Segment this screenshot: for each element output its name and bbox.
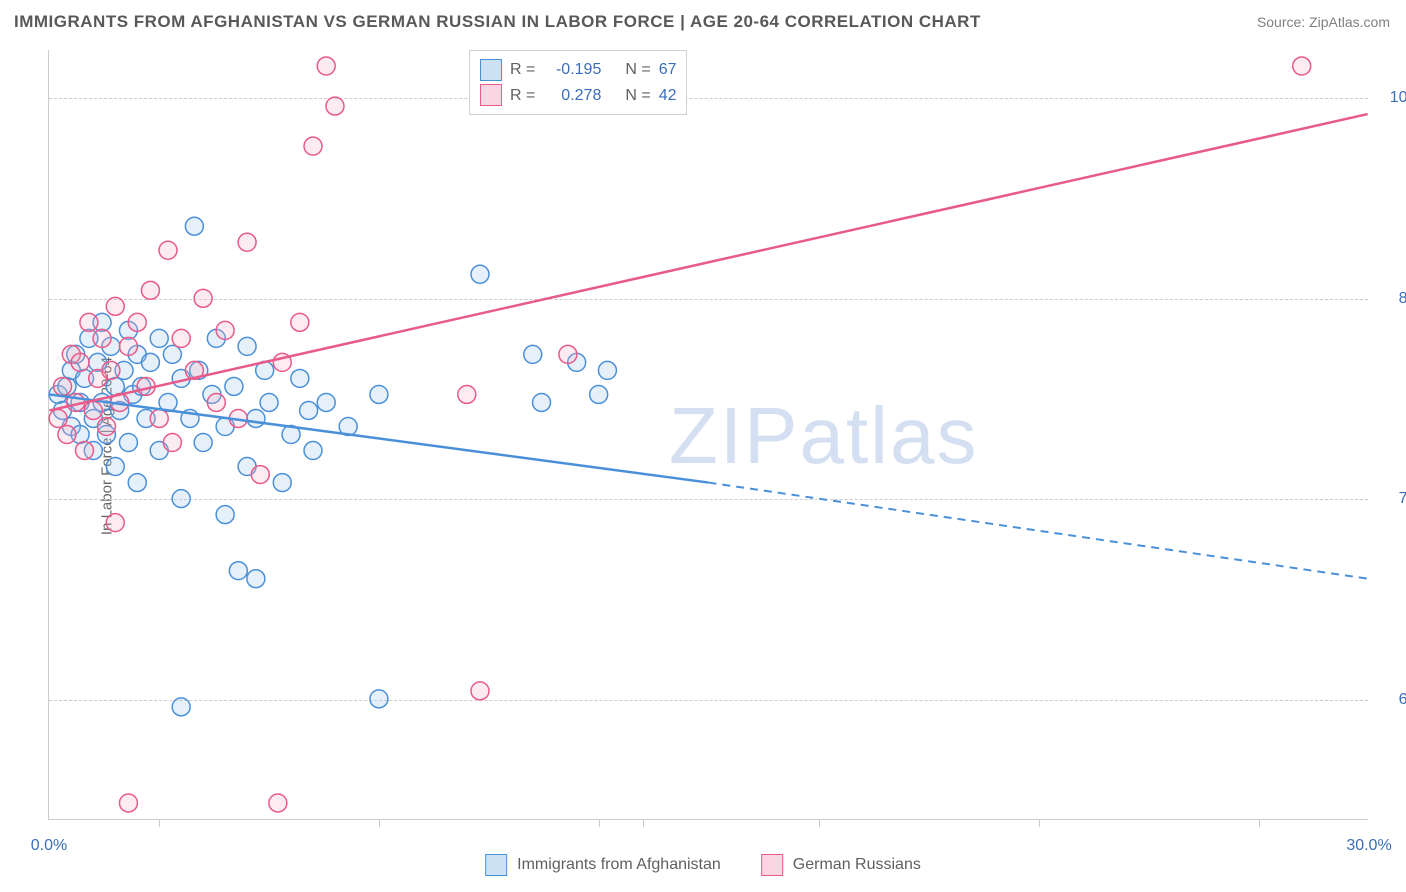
data-point	[533, 393, 551, 411]
y-tick-label: 62.5%	[1374, 691, 1406, 709]
bottom-legend: Immigrants from Afghanistan German Russi…	[485, 854, 921, 876]
data-point	[304, 137, 322, 155]
data-point	[207, 393, 225, 411]
swatch-series1	[480, 59, 502, 81]
data-point	[106, 514, 124, 532]
legend-label-1: Immigrants from Afghanistan	[517, 856, 721, 874]
chart-title: IMMIGRANTS FROM AFGHANISTAN VS GERMAN RU…	[14, 12, 981, 32]
x-tick-label: 0.0%	[31, 837, 67, 855]
stats-row-series1: R = -0.195 N = 67	[480, 57, 676, 83]
data-point	[71, 353, 89, 371]
data-point	[559, 345, 577, 363]
y-tick-label: 100.0%	[1374, 89, 1406, 107]
data-point	[150, 329, 168, 347]
data-point	[150, 409, 168, 427]
data-point	[102, 361, 120, 379]
data-point	[194, 434, 212, 452]
data-point	[247, 409, 265, 427]
x-tick-label: 30.0%	[1346, 837, 1391, 855]
stats-r-label: R =	[510, 83, 535, 109]
data-point	[119, 434, 137, 452]
data-point	[273, 474, 291, 492]
data-point	[225, 377, 243, 395]
legend-item-2: German Russians	[761, 854, 921, 876]
data-point	[238, 233, 256, 251]
legend-label-2: German Russians	[793, 856, 921, 874]
swatch-icon	[761, 854, 783, 876]
stats-r-value-1: -0.195	[543, 57, 601, 83]
data-point	[247, 570, 265, 588]
data-point	[58, 426, 76, 444]
data-point	[524, 345, 542, 363]
stats-n-label: N =	[625, 57, 650, 83]
data-point	[1293, 57, 1311, 75]
swatch-icon	[485, 854, 507, 876]
data-point	[304, 442, 322, 460]
data-point	[291, 313, 309, 331]
data-point	[54, 377, 72, 395]
data-point	[76, 442, 94, 460]
data-point	[97, 418, 115, 436]
stats-row-series2: R = 0.278 N = 42	[480, 83, 676, 109]
data-point	[106, 297, 124, 315]
stats-n-label: N =	[625, 83, 650, 109]
data-point	[80, 313, 98, 331]
data-point	[260, 393, 278, 411]
data-point	[84, 401, 102, 419]
data-point	[458, 385, 476, 403]
legend-item-1: Immigrants from Afghanistan	[485, 854, 721, 876]
data-point	[172, 698, 190, 716]
data-point	[141, 353, 159, 371]
data-point	[49, 409, 67, 427]
plot-area: ZIPatlas 62.5%75.0%87.5%100.0%0.0%30.0% …	[48, 50, 1368, 820]
data-point	[251, 466, 269, 484]
data-point	[106, 377, 124, 395]
data-point	[238, 337, 256, 355]
data-point	[119, 794, 137, 812]
data-point	[128, 313, 146, 331]
data-point	[326, 97, 344, 115]
data-point	[471, 682, 489, 700]
data-point	[185, 217, 203, 235]
stats-r-label: R =	[510, 57, 535, 83]
data-point	[598, 361, 616, 379]
data-point	[370, 385, 388, 403]
data-point	[300, 401, 318, 419]
stats-r-value-2: 0.278	[543, 83, 601, 109]
y-tick-label: 75.0%	[1374, 490, 1406, 508]
data-point	[93, 329, 111, 347]
data-point	[216, 321, 234, 339]
data-point	[194, 289, 212, 307]
data-point	[317, 57, 335, 75]
data-point	[172, 329, 190, 347]
trend-line-extrapolated	[709, 483, 1368, 579]
source-attribution: Source: ZipAtlas.com	[1257, 14, 1390, 30]
data-point	[229, 562, 247, 580]
data-point	[141, 281, 159, 299]
data-point	[163, 434, 181, 452]
data-point	[128, 474, 146, 492]
stats-legend: R = -0.195 N = 67 R = 0.278 N = 42	[469, 50, 687, 115]
data-point	[590, 385, 608, 403]
data-point	[106, 458, 124, 476]
data-point	[370, 690, 388, 708]
data-point	[172, 490, 190, 508]
y-tick-label: 87.5%	[1374, 290, 1406, 308]
stats-n-value-2: 42	[659, 83, 677, 109]
data-point	[159, 241, 177, 259]
data-point	[163, 345, 181, 363]
data-point	[119, 337, 137, 355]
swatch-series2	[480, 84, 502, 106]
scatter-svg	[49, 50, 1368, 819]
trend-line	[49, 114, 1367, 410]
chart-container: IMMIGRANTS FROM AFGHANISTAN VS GERMAN RU…	[0, 0, 1406, 892]
data-point	[317, 393, 335, 411]
data-point	[269, 794, 287, 812]
data-point	[291, 369, 309, 387]
data-point	[471, 265, 489, 283]
data-point	[216, 506, 234, 524]
trend-line	[49, 394, 708, 482]
stats-n-value-1: 67	[659, 57, 677, 83]
